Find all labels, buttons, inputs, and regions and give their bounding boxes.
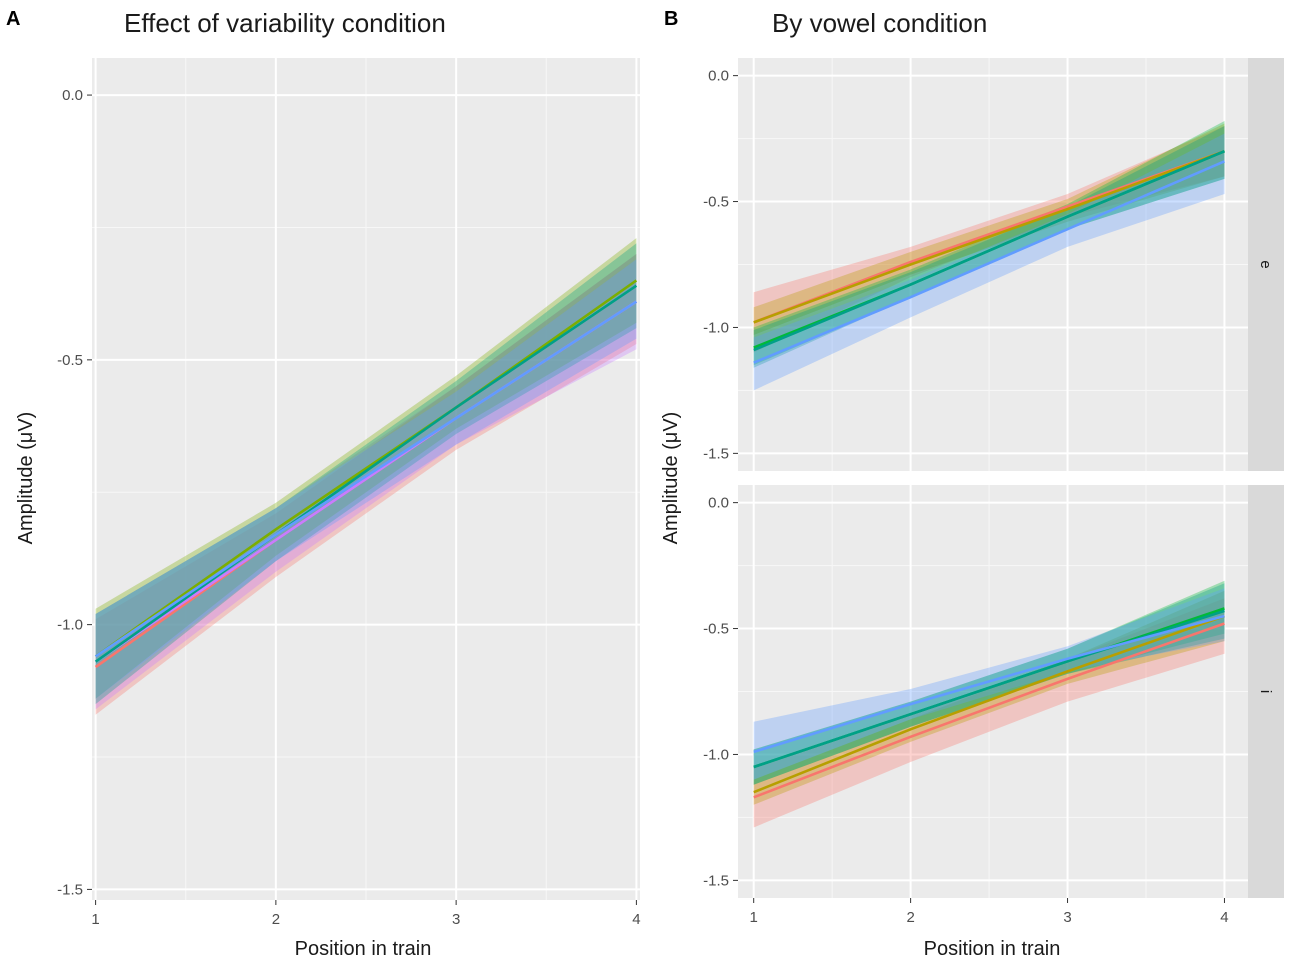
panel-b-facet-e-ribbon-green <box>753 121 1225 366</box>
panel-a-y-axis-label: Amplitude (μV) <box>15 412 37 545</box>
panel-a-line-green <box>94 279 638 658</box>
panel-a-title: Effect of variability condition <box>124 8 446 38</box>
panel-a-y-tick-label: -1.5 <box>57 881 83 898</box>
panel-a-x-tick-label: 4 <box>632 911 640 928</box>
panel-b-facet-e-strip-label: e <box>1257 260 1274 268</box>
panel-a-x-axis-label: Position in train <box>295 938 432 960</box>
panel-b-letter: B <box>664 8 678 30</box>
panel-b-facet-e-line-teal <box>753 150 1226 352</box>
panel-b-facet-e-ribbon-olive <box>753 123 1225 335</box>
panel-b-facet-i-ribbon-teal <box>753 583 1225 785</box>
panel-b-facet-i-ribbon-blue <box>753 588 1225 780</box>
panel-b-facet-i-line-olive <box>753 614 1225 794</box>
panel-a-line-blue <box>94 300 638 658</box>
panel-b-facet-i-line-blue <box>753 614 1225 754</box>
panel-a-ribbon-purple <box>95 253 637 710</box>
panel-b-facet-i-y-tick-label: -1.5 <box>703 872 729 889</box>
panel-b-facet-i-x-tick-label: 4 <box>1220 909 1228 926</box>
panel-a-y-tick-label: 0.0 <box>62 87 83 104</box>
panel-a-ribbon-red <box>95 253 637 715</box>
panel-b-x-axis-label: Position in train <box>924 938 1061 960</box>
panel-b-facet-e-line-olive <box>753 149 1225 324</box>
panel-b-facet-e-line-blue <box>753 160 1226 364</box>
panel-b-facet-i-strip <box>1248 485 1284 898</box>
panel-a-line-teal <box>94 284 638 663</box>
panel-b-facet-i-y-tick-label: -1.0 <box>703 746 729 763</box>
panel-a-x-tick-label: 1 <box>91 911 99 928</box>
panel-b-facet-e-plot: 0.0 -0.5 -1.0 -1.5 e <box>703 58 1284 471</box>
panel-b-facet-i-line-red <box>753 622 1225 799</box>
panel-b-facet-i-x-tick-label: 3 <box>1063 909 1071 926</box>
panel-b-facet-e-ribbon-teal <box>753 126 1225 368</box>
panel-b-facet-i-x-tick-label: 1 <box>750 909 758 926</box>
panel-b-y-axis-label: Amplitude (μV) <box>660 412 682 545</box>
panel-a-x-tick-label: 3 <box>452 911 460 928</box>
panel-b-facet-i-x-tick-label: 2 <box>906 909 914 926</box>
panel-b-title: By vowel condition <box>772 8 987 38</box>
panel-a-x-tick-label: 2 <box>272 911 280 928</box>
panel-b-facet-i-y-tick-label: 0.0 <box>708 495 729 512</box>
panel-a-y-tick-label: -0.5 <box>57 352 83 369</box>
panel-b-facet-e-strip <box>1248 58 1284 471</box>
plot-layer: 0.0 -0.5 -1.0 -1.5 1 2 3 4 0.0 -0.5 -1.0 -1.5 e 0.0 -0… <box>57 58 1284 928</box>
panel-b-facet-i-y-tick-label: -0.5 <box>703 621 729 638</box>
panel-b-facet-e-y-tick-label: -1.0 <box>703 319 729 336</box>
panel-b-facet-e-y-tick-label: -1.5 <box>703 445 729 462</box>
panel-a-ribbon-teal <box>95 243 637 705</box>
panel-b-facet-i-ribbon-red <box>753 598 1225 828</box>
panel-a-y-tick-label: -1.0 <box>57 617 83 634</box>
panel-b-facet-e-ribbon-red <box>753 126 1225 353</box>
panel-b-facet-e-y-tick-label: -0.5 <box>703 194 729 211</box>
panel-a-plot: 0.0 -0.5 -1.0 -1.5 1 2 3 4 <box>57 58 641 928</box>
panel-b-facet-i-plot: 0.0 -0.5 -1.0 -1.5 1 2 3 4 i <box>703 485 1284 926</box>
panel-b-facet-i-strip-label: i <box>1257 690 1274 693</box>
panel-a-letter: A <box>6 8 20 30</box>
panel-b-facet-e-y-tick-label: 0.0 <box>708 68 729 85</box>
